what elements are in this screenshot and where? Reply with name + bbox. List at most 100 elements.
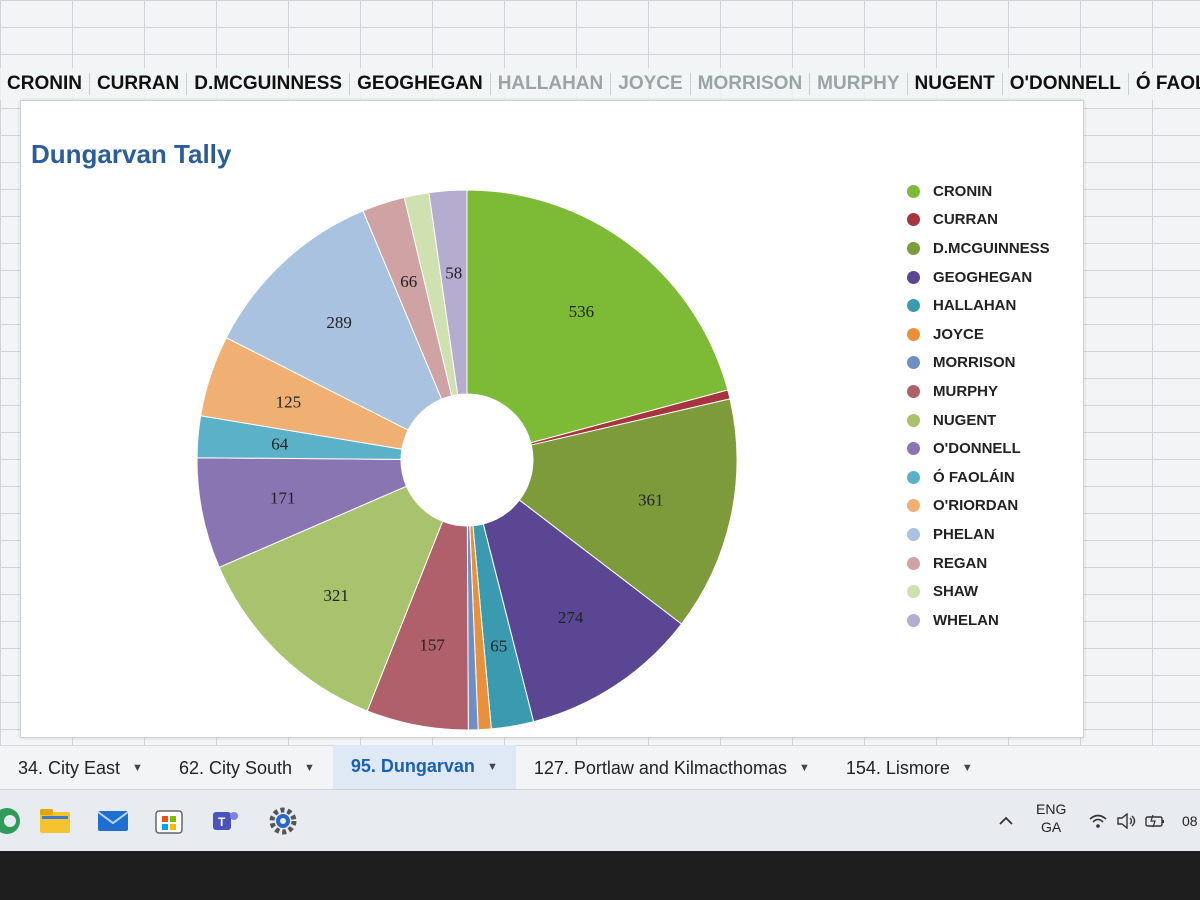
legend-label: PHELAN [933, 525, 995, 543]
column-header[interactable]: O'DONNELL [1003, 73, 1129, 95]
pie-slice[interactable] [218, 485, 444, 712]
slice-value-label: 536 [569, 302, 595, 321]
legend-item[interactable]: WHELAN [907, 606, 1077, 635]
edge-icon[interactable] [0, 804, 24, 838]
column-header[interactable]: Ó FAOLÁIN [1129, 73, 1200, 95]
slice-value-label: 321 [323, 586, 349, 605]
tab-menu-caret-icon[interactable]: ▼ [961, 762, 973, 774]
sheet-tab-label: 127. Portlaw and Kilmacthomas [533, 757, 787, 778]
column-header[interactable]: GEOGHEGAN [350, 73, 491, 95]
sheet-tab[interactable]: 62. City South ▼ [161, 746, 333, 790]
legend-item[interactable]: O'DONNELL [907, 434, 1077, 463]
legend-item[interactable]: PHELAN [907, 520, 1077, 549]
slice-value-label: 64 [271, 435, 289, 454]
legend-swatch [907, 527, 920, 541]
column-header[interactable]: D.MCGUINNESS [187, 73, 351, 95]
slice-value-label: 361 [638, 491, 664, 510]
legend-swatch [907, 556, 920, 570]
svg-text:T: T [218, 815, 226, 829]
legend-label: O'RIORDAN [933, 497, 1019, 515]
clock[interactable]: 08 [1182, 813, 1198, 829]
legend-item[interactable]: CRONIN [907, 177, 1077, 206]
tab-menu-caret-icon[interactable]: ▼ [304, 762, 315, 774]
teams-icon[interactable]: T [208, 804, 242, 838]
legend-item[interactable]: GEOGHEGAN [907, 263, 1077, 292]
legend-swatch [907, 327, 920, 341]
column-header[interactable]: CURRAN [90, 73, 188, 95]
sheet-tab-label: 95. Dungarvan [350, 756, 475, 776]
chart-card[interactable]: Dungarvan Tally 536 361 274 65 157 321 171 64 12… [20, 100, 1084, 738]
input-language-indicator[interactable]: ENG GA [1036, 800, 1066, 836]
chart-title: Dungarvan Tally [31, 139, 232, 169]
column-header[interactable]: JOYCE [611, 73, 691, 95]
legend-swatch [907, 184, 920, 198]
legend-item[interactable]: REGAN [907, 549, 1077, 578]
battery-icon[interactable] [1144, 790, 1166, 852]
legend-label: WHELAN [933, 611, 999, 629]
legend-item[interactable]: HALLAHAN [907, 291, 1077, 320]
slice-value-label: 171 [270, 488, 296, 507]
legend-item[interactable]: Ó FAOLÁIN [907, 463, 1077, 492]
column-header-row: CRONIN CURRAN D.MCGUINNESS GEOGHEGAN HALLAHA… [0, 68, 1200, 100]
column-header[interactable]: MURPHY [810, 73, 908, 95]
pie-slice[interactable] [466, 189, 729, 444]
legend-swatch [907, 270, 920, 284]
monitor-bezel [0, 851, 1200, 900]
tray-expand-chevron-icon[interactable] [998, 790, 1014, 852]
pie-slice[interactable] [482, 499, 683, 723]
slice-value-label: 157 [419, 636, 445, 655]
mail-icon[interactable] [96, 804, 130, 838]
column-header[interactable]: MORRISON [691, 73, 811, 95]
slice-value-label: 66 [400, 272, 417, 291]
legend-label: REGAN [933, 554, 988, 572]
legend-swatch [907, 356, 920, 370]
legend-item[interactable]: CURRAN [907, 206, 1077, 235]
legend-swatch [907, 585, 920, 599]
legend-item[interactable]: JOYCE [907, 320, 1077, 349]
legend-item[interactable]: O'RIORDAN [907, 492, 1077, 521]
legend-label: CURRAN [933, 211, 998, 229]
legend-label: CRONIN [933, 182, 993, 200]
legend-item[interactable]: D.MCGUINNESS [907, 234, 1077, 263]
volume-icon[interactable] [1116, 790, 1138, 852]
legend-swatch [907, 299, 920, 313]
tab-menu-caret-icon[interactable]: ▼ [798, 762, 810, 774]
chart-legend: CRONIN CURRAN D.MCGUINNESS GEOGHEGAN HALLAHA… [907, 177, 1077, 635]
donut-chart: 536 361 274 65 157 321 171 64 125 289 66 58 [196, 189, 738, 731]
wifi-icon[interactable] [1088, 790, 1108, 852]
legend-label: MORRISON [933, 354, 1016, 372]
slice-value-label: 289 [326, 313, 352, 332]
column-header[interactable]: NUGENT [908, 73, 1003, 95]
legend-item[interactable]: MURPHY [907, 377, 1077, 406]
file-explorer-icon[interactable] [38, 804, 72, 838]
column-header[interactable]: CRONIN [0, 73, 90, 95]
sheet-tab[interactable]: 154. Lismore ▼ [828, 746, 991, 790]
slice-value-label: 65 [490, 636, 507, 655]
sheet-tab-label: 154. Lismore [845, 757, 950, 778]
legend-swatch [907, 384, 920, 398]
legend-item[interactable]: MORRISON [907, 349, 1077, 378]
legend-item[interactable]: NUGENT [907, 406, 1077, 435]
legend-label: NUGENT [933, 411, 997, 429]
legend-swatch [907, 241, 920, 255]
sheet-tab-bar: 34. City East ▼ 62. City South ▼ 95. Dungarv… [0, 744, 1200, 792]
sheet-tab[interactable]: 34. City East ▼ [0, 746, 161, 790]
pie-slice[interactable] [225, 210, 443, 431]
settings-icon[interactable] [266, 804, 300, 838]
legend-swatch [907, 413, 920, 427]
column-header[interactable]: HALLAHAN [491, 73, 612, 95]
legend-swatch [907, 470, 920, 484]
slice-value-label: 125 [276, 392, 302, 411]
pie-slice[interactable] [518, 398, 738, 625]
legend-label: Ó FAOLÁIN [933, 468, 1015, 486]
sheet-tab[interactable]: 127. Portlaw and Kilmacthomas ▼ [516, 746, 828, 790]
store-icon[interactable] [152, 804, 186, 838]
tab-menu-caret-icon[interactable]: ▼ [486, 760, 498, 773]
legend-label: D.MCGUINNESS [933, 239, 1050, 257]
pie-slice[interactable] [428, 189, 468, 396]
windows-taskbar: T ENG GA 08 [0, 789, 1200, 852]
legend-item[interactable]: SHAW [907, 577, 1077, 606]
sheet-tab[interactable]: 95. Dungarvan ▼ [332, 744, 516, 792]
legend-swatch [907, 499, 920, 513]
tab-menu-caret-icon[interactable]: ▼ [132, 762, 143, 774]
